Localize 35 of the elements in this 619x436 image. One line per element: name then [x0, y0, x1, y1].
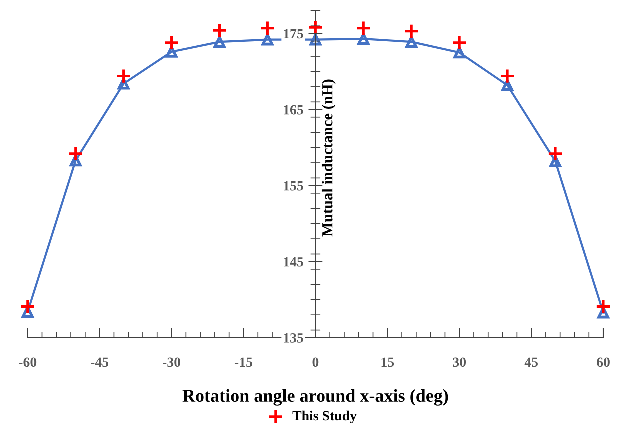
point: [214, 36, 226, 48]
point: [164, 35, 180, 51]
point: [596, 298, 612, 315]
point: [116, 68, 132, 84]
x-tick-label: -15: [234, 358, 252, 368]
x-tick-label: -60: [19, 358, 37, 368]
x-axis-title: Rotation angle around x-axis (deg): [182, 389, 448, 406]
point: [212, 22, 228, 39]
legend-label: This Study: [292, 410, 357, 424]
point: [260, 20, 276, 36]
point: [500, 68, 516, 84]
point: [356, 20, 372, 36]
point: [406, 36, 418, 48]
x-tick-label: -30: [163, 358, 180, 368]
x-tick-label: -45: [91, 358, 109, 368]
point: [20, 298, 36, 315]
y-tick-label: 155: [284, 181, 304, 191]
y-tick-label: 165: [284, 105, 304, 115]
y-axis-title: Mutual inductance (nH): [322, 80, 336, 237]
point: [404, 24, 420, 40]
x-tick-label: 0: [312, 358, 319, 368]
point: [358, 33, 370, 45]
point: [308, 20, 324, 36]
x-tick-label: 30: [453, 358, 466, 368]
point: [68, 146, 84, 162]
x-tick-label: 15: [382, 358, 394, 368]
x-tick-label: 60: [597, 358, 610, 368]
point: [310, 34, 322, 46]
point: [548, 146, 564, 162]
y-tick-label: 175: [284, 29, 304, 39]
y-tick-label: 145: [284, 258, 304, 267]
point: [452, 35, 468, 51]
y-tick-label: 135: [284, 334, 304, 343]
point: [262, 34, 274, 46]
x-tick-label: 45: [524, 358, 538, 368]
